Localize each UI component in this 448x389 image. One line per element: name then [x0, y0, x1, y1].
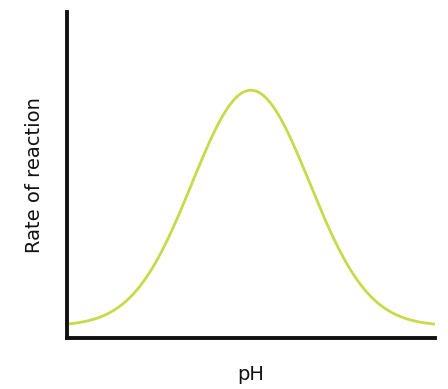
- Text: Rate of reaction: Rate of reaction: [25, 97, 43, 253]
- Text: pH: pH: [237, 364, 264, 384]
